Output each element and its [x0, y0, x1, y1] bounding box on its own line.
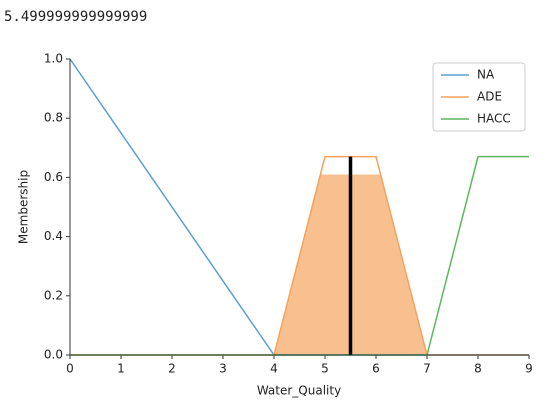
y-tick-label: 0.6 — [44, 170, 63, 184]
x-tick-label: 3 — [219, 362, 227, 376]
y-tick-label: 0.4 — [44, 229, 63, 243]
x-tick-label: 9 — [525, 362, 533, 376]
x-tick-label: 1 — [117, 362, 125, 376]
x-tick-label: 8 — [474, 362, 482, 376]
y-tick-label: 0.8 — [44, 111, 63, 125]
x-tick-label: 6 — [372, 362, 380, 376]
x-tick-label: 0 — [66, 362, 74, 376]
x-tick-label: 4 — [270, 362, 278, 376]
x-tick-label: 2 — [168, 362, 176, 376]
y-tick-label: 0.0 — [44, 348, 63, 362]
x-tick-label: 5 — [321, 362, 329, 376]
x-axis-label: Water_Quality — [257, 384, 341, 398]
legend-label: ADE — [477, 90, 502, 104]
y-axis-label: Membership — [17, 170, 31, 244]
y-tick-label: 0.2 — [44, 288, 63, 302]
legend-label: NA — [477, 68, 495, 82]
x-tick-label: 7 — [423, 362, 431, 376]
legend-label: HACC — [477, 112, 511, 126]
legend-box — [432, 62, 526, 132]
output-text: 5.499999999999999 — [4, 9, 147, 25]
y-tick-label: 1.0 — [44, 52, 63, 66]
